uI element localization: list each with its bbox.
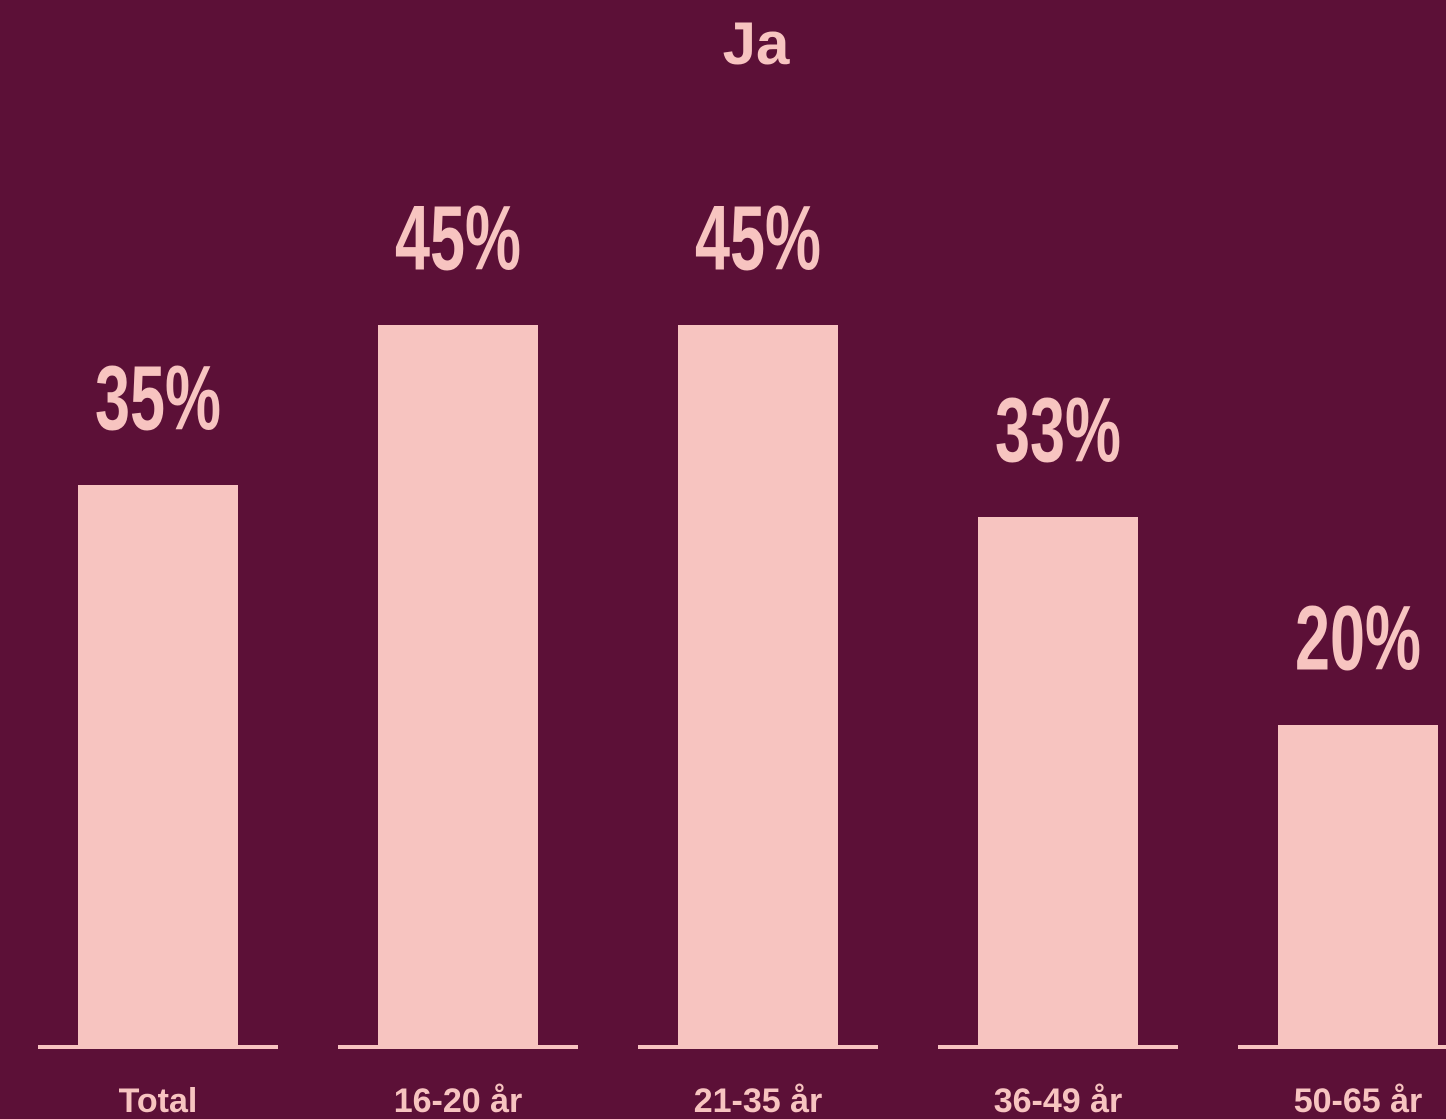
x-tick-label: 50-65 år	[1294, 1082, 1423, 1119]
bar	[978, 517, 1138, 1045]
chart-title: Ja	[723, 10, 790, 77]
x-tick-label: 36-49 år	[994, 1082, 1123, 1119]
bar	[378, 325, 538, 1045]
value-label: 45%	[395, 187, 521, 289]
bar	[678, 325, 838, 1045]
x-tick-label: 21-35 år	[694, 1082, 823, 1119]
x-tick-label: Total	[119, 1082, 198, 1119]
x-tick-label: 16-20 år	[394, 1082, 523, 1119]
value-label: 33%	[995, 379, 1121, 481]
value-label: 20%	[1295, 587, 1421, 689]
bar	[78, 485, 238, 1045]
value-label: 35%	[95, 347, 221, 449]
bar	[1278, 725, 1438, 1045]
value-label: 45%	[695, 187, 821, 289]
